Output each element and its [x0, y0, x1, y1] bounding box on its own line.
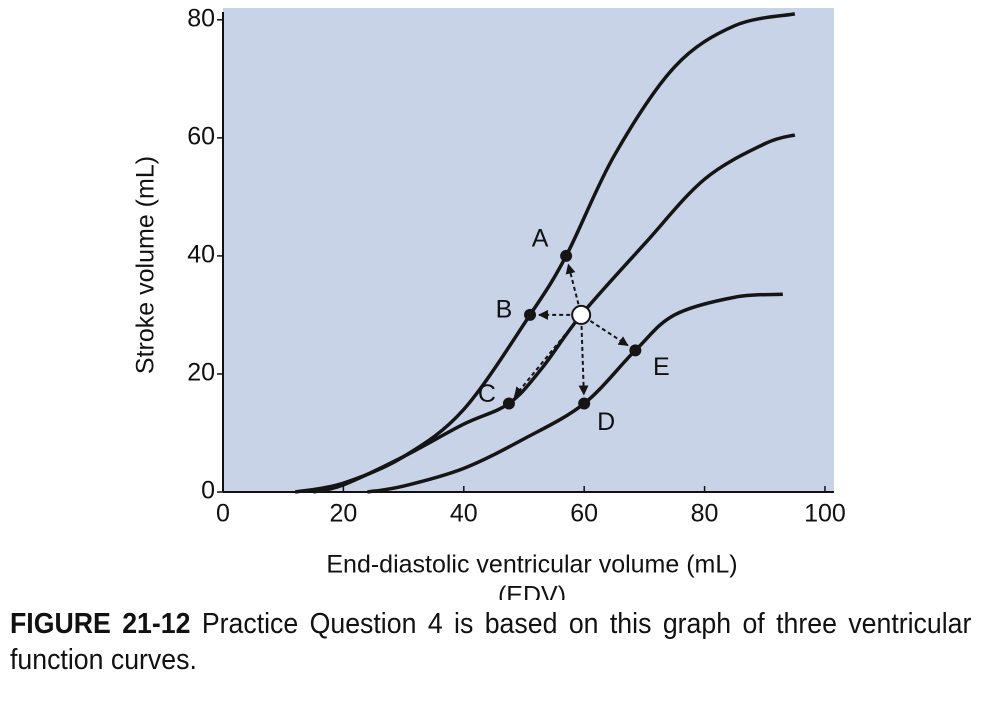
caption-text: Practice Question 4 is based on this gra…: [10, 608, 972, 676]
point-label: A: [532, 225, 549, 253]
point-label: E: [653, 353, 670, 381]
point-label: B: [496, 296, 513, 324]
x-tick-label: 20: [329, 500, 357, 528]
point: [578, 397, 591, 410]
plot-background: [223, 8, 834, 492]
y-tick-label: 0: [201, 477, 215, 505]
y-axis-label: Stroke volume (mL): [132, 156, 160, 374]
reference-point: [571, 304, 592, 325]
arrow: [513, 322, 575, 398]
x-axis-label: (EDV): [498, 582, 566, 600]
point-label: D: [597, 408, 615, 436]
y-tick-label: 80: [187, 4, 215, 32]
curve: [312, 133, 796, 494]
arrow: [589, 320, 629, 347]
point: [560, 249, 573, 262]
y-tick-label: 20: [187, 359, 215, 387]
x-tick-label: 40: [450, 500, 478, 528]
point: [502, 397, 515, 410]
caption-label: FIGURE 21-12: [10, 608, 191, 640]
point: [524, 308, 537, 321]
x-tick-label: 80: [691, 500, 719, 528]
arrow: [578, 325, 589, 396]
x-axis-label: End-diastolic ventricular volume (mL): [326, 551, 737, 579]
x-tick-label: 60: [570, 500, 598, 528]
chart: End-diastolic ventricular volume (mL) (E…: [132, 4, 846, 609]
y-tick-label: 40: [187, 241, 215, 269]
point: [629, 344, 642, 357]
y-tick-label: 60: [187, 122, 215, 150]
x-tick-label: 100: [804, 500, 846, 528]
point-label: C: [478, 380, 496, 408]
caption: FIGURE 21-12 Practice Question 4 is base…: [10, 606, 971, 678]
x-tick-label: 0: [216, 500, 230, 528]
